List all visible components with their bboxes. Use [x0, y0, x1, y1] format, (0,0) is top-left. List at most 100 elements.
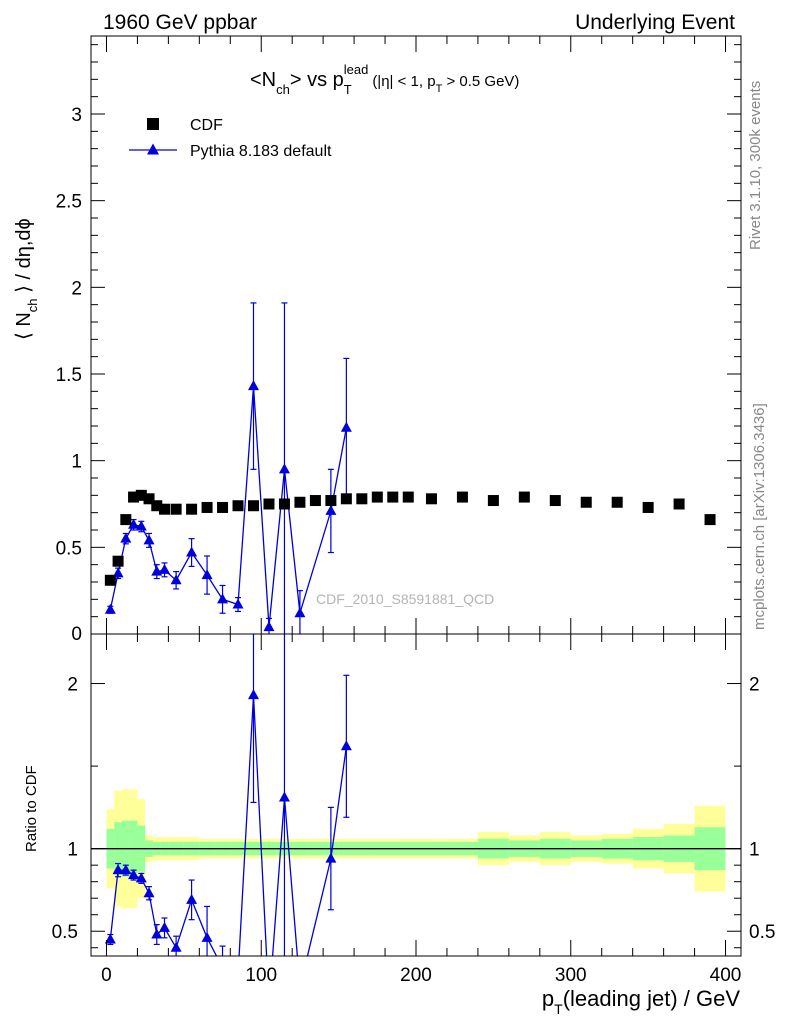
cdf-marker — [143, 493, 155, 505]
ratio-marker — [135, 872, 147, 883]
ratio-marker — [104, 933, 116, 944]
cdf-marker — [487, 495, 499, 507]
ratio-marker — [217, 962, 228, 972]
legend-cdf-marker — [147, 118, 159, 130]
cdf-marker — [518, 491, 530, 503]
pythia-marker — [186, 546, 198, 557]
pythia-marker — [135, 520, 147, 531]
ratio-y-tick-label: 2 — [67, 675, 78, 696]
x-tick-label: 0 — [101, 965, 112, 986]
plot-title: <Nch> vs pTlead(|η| < 1, pT > 0.5 GeV) — [250, 62, 519, 97]
cdf-marker — [580, 496, 592, 508]
pythia-marker — [325, 504, 337, 515]
cdf-marker — [112, 555, 124, 567]
ratio-axes: 0.5 0.5 1 1 2 2 0 100 200 300 400 — [52, 633, 775, 986]
x-tick-label: 400 — [710, 965, 742, 986]
title-mid: > vs p — [290, 69, 344, 91]
pythia-line — [109, 386, 348, 628]
cdf-marker — [340, 493, 352, 505]
cdf-marker — [309, 495, 321, 507]
main-y-label: ⟨ Nch ⟩ / dη,dϕ — [13, 218, 40, 340]
header-right: Underlying Event — [575, 11, 735, 34]
pythia-marker — [217, 593, 229, 604]
ratio-marker — [151, 928, 163, 939]
ratio-marker — [186, 893, 198, 904]
main-panel: 00.511.522.53 <Nch> vs pTlead(|η| < 1, p… — [13, 35, 742, 645]
main-y-tick-label: 2 — [71, 278, 82, 299]
y-label-a: ⟨ N — [13, 312, 35, 340]
cdf-marker — [704, 514, 716, 526]
main-frame — [90, 35, 742, 635]
x-axis-title: pT(leading jet) / GeV — [542, 986, 740, 1017]
cdf-marker — [387, 491, 399, 503]
y-label-sub: ch — [25, 298, 40, 312]
ratio-y-label: Ratio to CDF — [23, 765, 40, 852]
x-title-sub: T — [554, 1001, 563, 1017]
ratio-y-tick-label: 0.5 — [52, 922, 78, 943]
title-sub-ch: ch — [276, 82, 290, 97]
cdf-marker — [120, 514, 132, 526]
ratio-marker — [112, 864, 124, 875]
pythia-marker — [143, 534, 155, 545]
rivet-label: Rivet 3.1.10, 300k events — [747, 81, 764, 250]
legend-cdf-label: CDF — [190, 117, 223, 134]
legend: CDF Pythia 8.183 default — [129, 117, 332, 160]
cdf-marker — [425, 493, 437, 505]
title-cuts-b: > 0.5 GeV) — [442, 73, 519, 90]
mcplots-label: mcplots.cern.ch [arXiv:1306.3436] — [751, 403, 768, 630]
legend-pythia-label: Pythia 8.183 default — [190, 143, 332, 160]
header-left: 1960 GeV ppbar — [103, 11, 257, 34]
main-y-tick-label: 0 — [71, 624, 82, 645]
cdf-marker — [128, 491, 140, 503]
pythia-marker — [104, 603, 116, 614]
pythia-marker — [232, 598, 244, 609]
ratio-marker — [340, 740, 352, 751]
ratio-marker — [170, 941, 182, 952]
main-y-tick-label: 0.5 — [56, 538, 82, 559]
x-title-b: (leading jet) / GeV — [563, 986, 741, 1011]
cdf-marker — [402, 491, 414, 503]
title-cuts-sub: T — [436, 83, 443, 95]
pythia-marker — [294, 607, 306, 618]
x-tick-label: 100 — [245, 965, 277, 986]
ratio-panel: 0.5 0.5 1 1 2 2 0 100 200 300 400 Ratio to CDF — [23, 633, 775, 991]
pythia-marker — [120, 532, 132, 543]
ratio-marker — [325, 852, 337, 863]
ratio-y-tick-label: 1 — [67, 840, 78, 861]
main-axes: 0 0.5 1 1.5 2 2.5 3 — [56, 35, 742, 645]
cdf-marker — [611, 496, 623, 508]
title-prefix: <N — [250, 69, 276, 91]
ratio-y-tick-label-right: 1 — [749, 840, 760, 861]
pythia-marker — [248, 380, 259, 391]
cdf-marker — [186, 503, 198, 515]
main-y-tick-label: 1 — [71, 452, 82, 473]
cdf-marker — [135, 489, 147, 501]
cdf-marker — [217, 501, 229, 513]
ratio-marker — [128, 869, 140, 880]
y-label-b: ⟩ / dη,dϕ — [13, 218, 35, 298]
main-y-tick-label: 1.5 — [56, 365, 82, 386]
ratio-marker — [278, 791, 290, 802]
cdf-marker — [642, 501, 654, 513]
x-tick-label: 300 — [555, 965, 587, 986]
analysis-watermark: CDF_2010_S8591881_QCD — [316, 591, 494, 607]
ratio-marker — [233, 970, 244, 980]
main-y-tick-label: 2.5 — [56, 192, 82, 213]
cdf-marker — [325, 495, 337, 507]
ratio-y-tick-label-right: 2 — [749, 675, 760, 696]
cdf-marker — [232, 500, 244, 512]
cdf-marker — [278, 498, 290, 510]
cdf-marker — [456, 491, 468, 503]
main-plot-area — [104, 302, 716, 634]
cdf-marker — [201, 501, 213, 513]
cdf-marker — [356, 493, 368, 505]
ratio-marker — [294, 981, 305, 991]
cdf-marker — [371, 491, 383, 503]
pythia-marker — [170, 574, 182, 585]
ratio-marker — [143, 887, 155, 898]
x-title-a: p — [542, 986, 554, 1011]
cdf-marker — [159, 503, 171, 515]
title-cuts-a: (|η| < 1, p — [372, 73, 435, 90]
pythia-marker — [278, 463, 290, 474]
